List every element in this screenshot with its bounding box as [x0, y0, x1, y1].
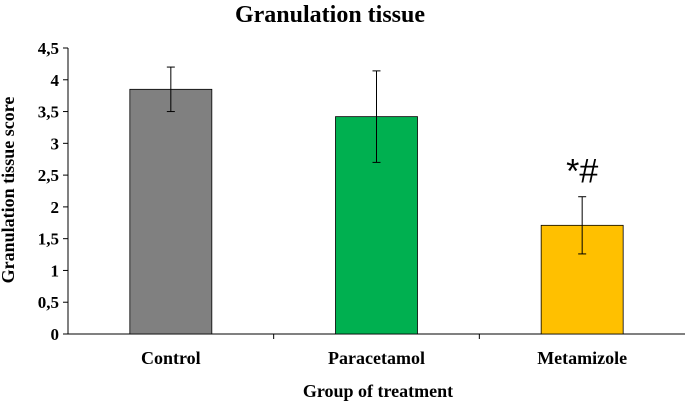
y-tick-label: 4 [51, 71, 60, 90]
x-tick-label: Paracetamol [328, 348, 425, 368]
x-tick-label: Metamizole [537, 348, 627, 368]
y-tick-label: 3 [51, 134, 60, 153]
y-tick-label: 0 [51, 325, 60, 344]
y-tick-label: 1,5 [38, 230, 59, 249]
y-tick-label: 3,5 [38, 103, 59, 122]
chart-title: Granulation tissue [235, 2, 425, 28]
x-axis-label: Group of treatment [303, 381, 453, 401]
plot-area: 0 0,5 1 1,5 2 2,5 3 3,5 4 4,5 Control Paracetamol Me… [38, 39, 685, 368]
significance-annotation: *# [566, 153, 598, 191]
x-tick-label: Control [141, 348, 201, 368]
y-tick-label: 4,5 [38, 39, 59, 58]
y-tick-label: 2 [51, 198, 60, 217]
bar-control [129, 88, 213, 335]
y-tick-label: 0,5 [38, 293, 59, 312]
y-axis-label: Granulation tissue score [0, 97, 18, 284]
y-tick-label: 1 [51, 261, 60, 280]
y-tick-label: 2,5 [38, 166, 59, 185]
